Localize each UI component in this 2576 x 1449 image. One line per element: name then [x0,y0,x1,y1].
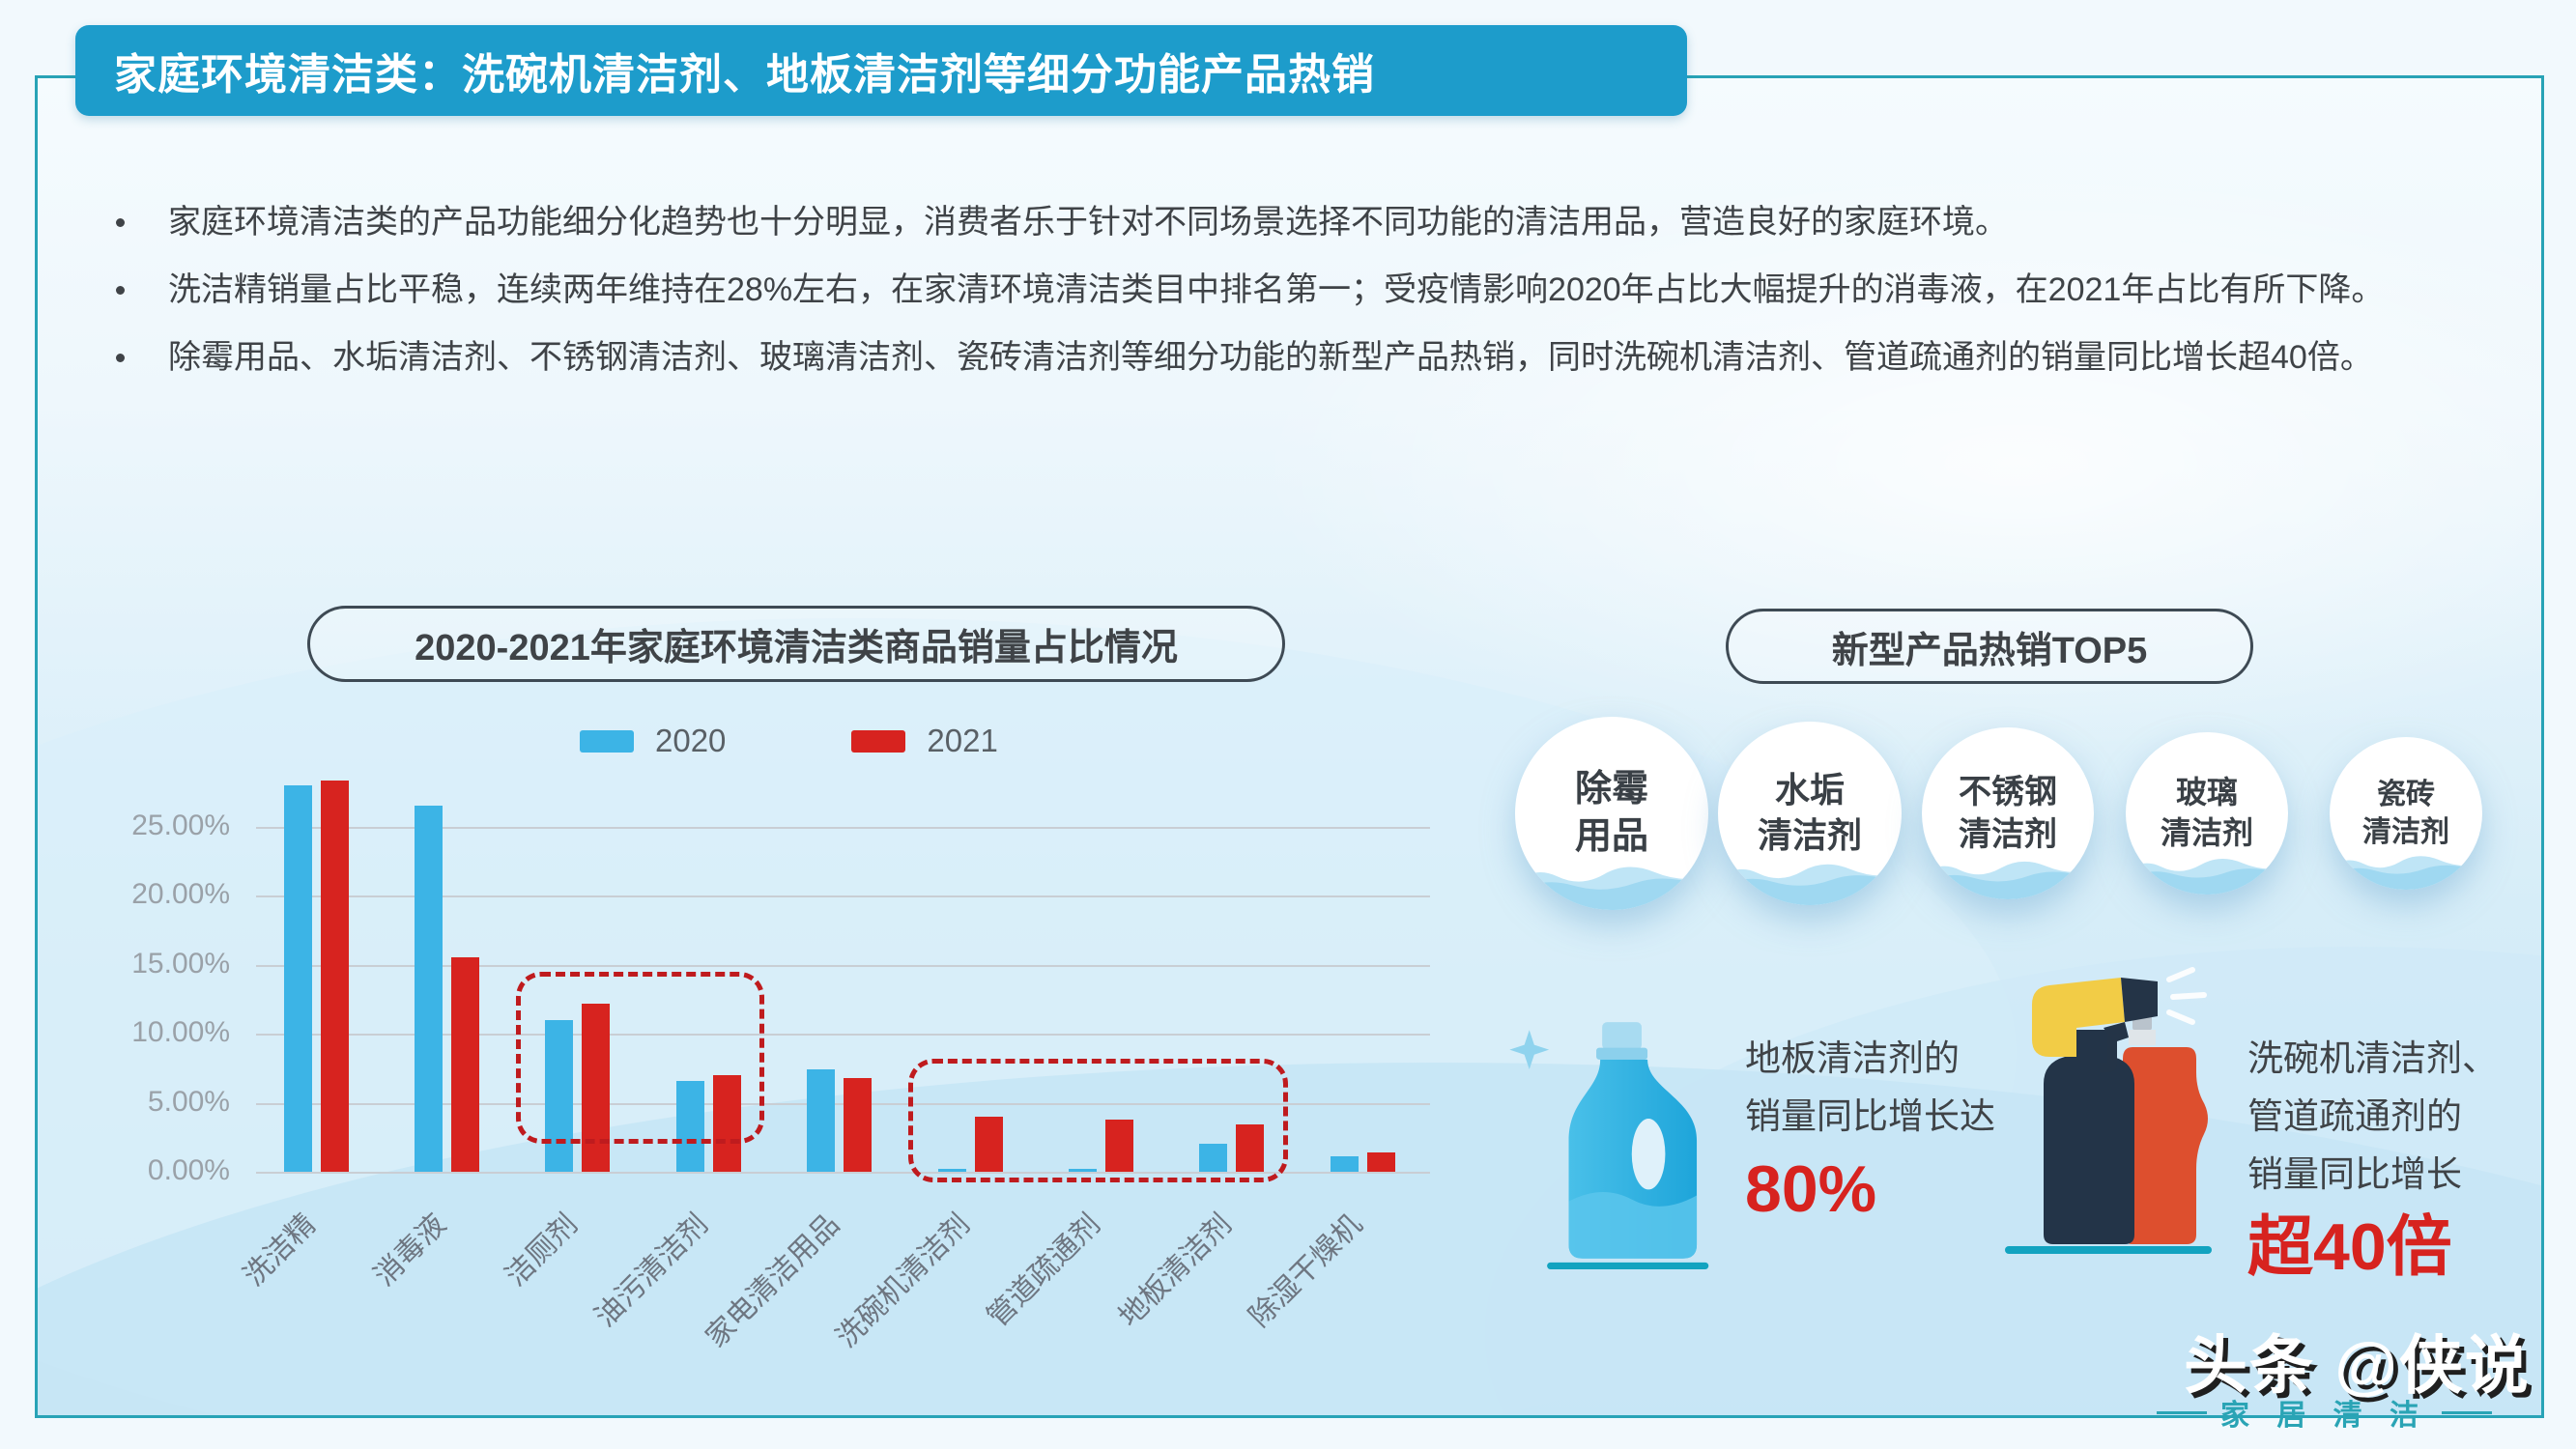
watermark-dash [2442,1410,2493,1414]
top5-title: 新型产品热销TOP5 [1831,630,2148,671]
frame-border-right [2541,75,2544,1418]
stat-line: 地板清洁剂的 [1745,1038,1960,1078]
bullet-item: 洗洁精销量占比平稳，连续两年维持在28%左右，在家清环境清洁类目中排名第一；受疫… [106,257,2481,323]
page-title: 家庭环境清洁类：洗碗机清洁剂、地板清洁剂等细分功能产品热销 [114,51,1375,99]
watermark-subtitle: 家 居 清 洁 [2157,1391,2493,1434]
frame-border-left [35,75,38,1418]
stat-line: 管道疏通剂的 [2247,1096,2462,1136]
bullet-text: 家庭环境清洁类的产品功能细分化趋势也十分明显，消费者乐于针对不同场景选择不同功能… [168,204,2008,241]
stat-line: 销量同比增长达 [1745,1096,1995,1136]
legend-item: 2021 [851,723,998,759]
frame-border-bottom [35,1415,2544,1418]
bullet-text: 洗洁精销量占比平稳，连续两年维持在28%左右，在家清环境清洁类目中排名第一；受疫… [168,271,2385,308]
stat-line: 销量同比增长 [2247,1154,2462,1194]
stat-line: 洗碗机清洁剂、 [2247,1038,2498,1078]
chart-title-pill: 2020-2021年家庭环境清洁类商品销量占比情况 [307,606,1285,682]
legend-label: 2021 [927,723,998,758]
background-wave [1244,164,2543,763]
legend-swatch [851,729,906,753]
stat-value: 80% [1745,1152,1877,1226]
legend-label: 2020 [655,723,727,758]
title-banner: 家庭环境清洁类：洗碗机清洁剂、地板清洁剂等细分功能产品热销 [75,25,1687,116]
bullet-item: 除霉用品、水垢清洁剂、不锈钢清洁剂、玻璃清洁剂、瓷砖清洁剂等细分功能的新型产品热… [106,325,2481,390]
watermark-subtitle-text: 家 居 清 洁 [2220,1400,2429,1432]
chart-title: 2020-2021年家庭环境清洁类商品销量占比情况 [415,628,1178,668]
legend-swatch [580,729,634,753]
bullet-text: 除霉用品、水垢清洁剂、不锈钢清洁剂、玻璃清洁剂、瓷砖清洁剂等细分功能的新型产品热… [168,339,2373,376]
legend-item: 2020 [580,723,726,759]
spray-bottle-icon [2005,967,2212,1254]
top5-title-pill: 新型产品热销TOP5 [1726,609,2253,684]
stat-value: 超40倍 [2247,1210,2452,1284]
bullet-item: 家庭环境清洁类的产品功能细分化趋势也十分明显，消费者乐于针对不同场景选择不同功能… [106,189,2481,255]
detergent-bottle-icon [1509,1022,1709,1269]
stat-dishwasher-drain: 洗碗机清洁剂、 管道疏通剂的 销量同比增长 超40倍 [2247,1030,2498,1283]
chart-legend: 2020 2021 [580,723,998,759]
bullet-list: 家庭环境清洁类的产品功能细分化趋势也十分明显，消费者乐于针对不同场景选择不同功能… [106,189,2481,392]
watermark-dash [2157,1410,2207,1414]
watermark-logo: 头条 @侠说 [2184,1329,2531,1401]
stat-floor-cleaner: 地板清洁剂的 销量同比增长达 80% [1745,1030,1995,1225]
